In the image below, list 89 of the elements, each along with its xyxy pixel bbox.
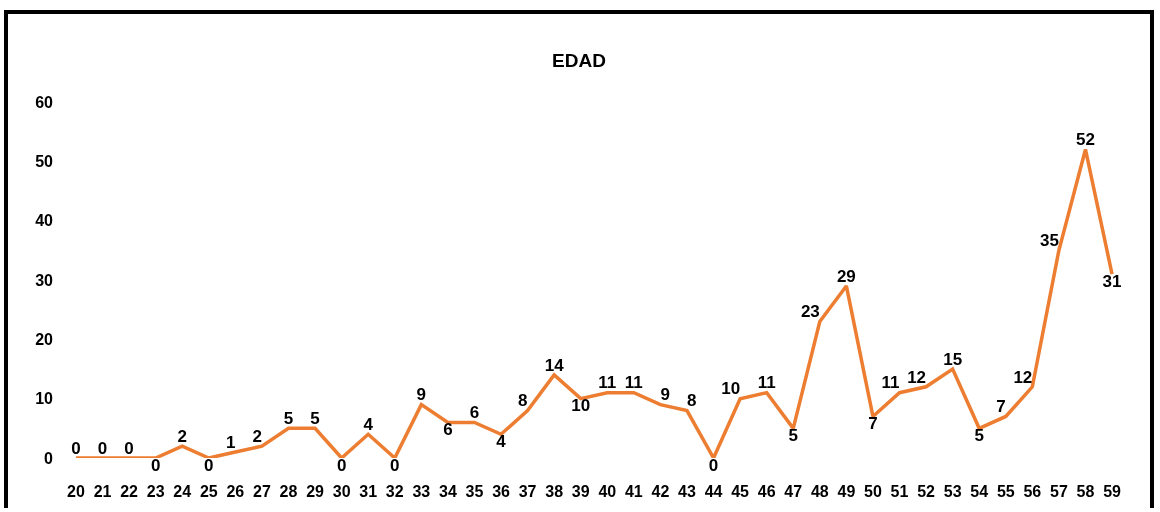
data-label: 7 bbox=[868, 414, 878, 434]
x-tick-label: 44 bbox=[704, 483, 723, 500]
x-tick-label: 37 bbox=[518, 483, 537, 500]
x-tick-label: 34 bbox=[438, 483, 457, 500]
x-tick-label: 40 bbox=[598, 483, 617, 500]
x-tick-label: 21 bbox=[93, 483, 112, 500]
x-tick-label: 50 bbox=[864, 483, 882, 500]
x-tick-label: 56 bbox=[1023, 483, 1042, 500]
x-tick-label: 51 bbox=[890, 483, 909, 500]
x-tick-label: 48 bbox=[810, 483, 829, 500]
data-label: 8 bbox=[686, 391, 697, 411]
y-tick-label: 30 bbox=[35, 271, 54, 289]
data-label: 2 bbox=[177, 426, 187, 446]
data-label: 4 bbox=[496, 432, 507, 452]
x-tick-label: 22 bbox=[120, 483, 139, 500]
data-label: 0 bbox=[150, 455, 161, 475]
chart-frame: 0 0 0 0 20 1 25 50 40 9 6 6 48 14 10 11 11 9 8 0 10 11 5 23 29 7 11 12 15 57 12 35 52 31 20 21 22 23 24 25 26 27 28 29 30 31 32 33 34 35 36 37 38 39 40 41 42 43 44 45 46 47 48 49 50 51 52 53 54 55 56 57 58 59 0 10 20 30 40 50 60 EDAD bbox=[4, 10, 1154, 508]
x-tick-label: 39 bbox=[571, 483, 590, 500]
x-tick-label: 24 bbox=[173, 483, 192, 500]
data-label: 6 bbox=[443, 420, 453, 440]
data-label: 0 bbox=[708, 455, 719, 475]
y-tick-label: 10 bbox=[35, 390, 54, 408]
data-label: 10 bbox=[571, 396, 591, 416]
x-tick-label: 55 bbox=[996, 483, 1015, 500]
data-label: 52 bbox=[1076, 130, 1095, 150]
data-label: 10 bbox=[721, 379, 741, 399]
data-label: 2 bbox=[252, 426, 262, 446]
data-label: 23 bbox=[800, 302, 820, 322]
data-label: 0 bbox=[71, 438, 81, 458]
x-tick-label: 20 bbox=[67, 483, 85, 500]
x-tick-label: 30 bbox=[332, 483, 351, 500]
data-label: 5 bbox=[974, 426, 984, 446]
x-tick-label: 46 bbox=[757, 483, 776, 500]
y-tick-label: 0 bbox=[44, 449, 54, 467]
x-tick-label: 35 bbox=[465, 483, 484, 500]
data-label: 0 bbox=[97, 438, 108, 458]
x-tick-label: 59 bbox=[1103, 483, 1122, 500]
x-tick-label: 53 bbox=[943, 483, 962, 500]
x-tick-label: 54 bbox=[970, 483, 989, 500]
x-tick-label: 49 bbox=[837, 483, 856, 500]
data-label: 11 bbox=[757, 373, 776, 393]
data-label: 11 bbox=[881, 373, 900, 393]
data-label: 12 bbox=[907, 367, 927, 387]
data-label: 6 bbox=[469, 403, 480, 423]
x-tick-label: 52 bbox=[917, 483, 936, 500]
x-tick-label: 47 bbox=[784, 483, 803, 500]
data-label: 5 bbox=[310, 409, 320, 429]
x-tick-label: 42 bbox=[651, 483, 670, 500]
data-label: 12 bbox=[1013, 367, 1033, 387]
data-label: 35 bbox=[1039, 231, 1059, 251]
x-tick-label: 29 bbox=[306, 483, 325, 500]
data-label: 31 bbox=[1102, 271, 1122, 291]
x-tick-label: 33 bbox=[412, 483, 431, 500]
x-tick-label: 28 bbox=[279, 483, 298, 500]
data-label: 0 bbox=[336, 455, 347, 475]
x-tick-label: 38 bbox=[545, 483, 564, 500]
data-label: 8 bbox=[518, 391, 528, 411]
data-label: 14 bbox=[544, 355, 565, 375]
y-tick-label: 20 bbox=[35, 330, 54, 348]
x-tick-label: 43 bbox=[678, 483, 696, 500]
x-tick-label: 31 bbox=[359, 483, 378, 500]
x-tick-label: 57 bbox=[1050, 483, 1068, 500]
x-tick-label: 25 bbox=[199, 483, 218, 500]
x-tick-label: 23 bbox=[146, 483, 165, 500]
x-tick-label: 26 bbox=[226, 483, 245, 500]
data-label: 0 bbox=[390, 455, 400, 475]
x-tick-label: 41 bbox=[624, 483, 643, 500]
y-tick-label: 40 bbox=[35, 212, 54, 230]
data-label: 11 bbox=[624, 373, 643, 393]
x-tick-label: 45 bbox=[731, 483, 750, 500]
chart-title: EDAD bbox=[552, 49, 606, 71]
data-label: 9 bbox=[660, 385, 670, 405]
data-label: 29 bbox=[836, 266, 856, 286]
y-tick-label: 50 bbox=[35, 152, 54, 170]
data-label: 0 bbox=[204, 455, 214, 475]
data-label: 4 bbox=[363, 415, 374, 435]
data-label: 9 bbox=[416, 385, 427, 405]
x-tick-label: 36 bbox=[492, 483, 511, 500]
data-label: 5 bbox=[283, 409, 294, 429]
data-label: 0 bbox=[124, 438, 134, 458]
data-label: 15 bbox=[943, 349, 963, 369]
y-tick-label: 60 bbox=[35, 93, 54, 111]
x-tick-label: 27 bbox=[253, 483, 271, 500]
data-label: 1 bbox=[225, 432, 236, 452]
x-tick-label: 32 bbox=[385, 483, 404, 500]
data-label: 7 bbox=[996, 397, 1006, 417]
data-label: 11 bbox=[598, 373, 617, 393]
x-tick-label: 58 bbox=[1076, 483, 1095, 500]
data-label: 5 bbox=[788, 426, 798, 446]
